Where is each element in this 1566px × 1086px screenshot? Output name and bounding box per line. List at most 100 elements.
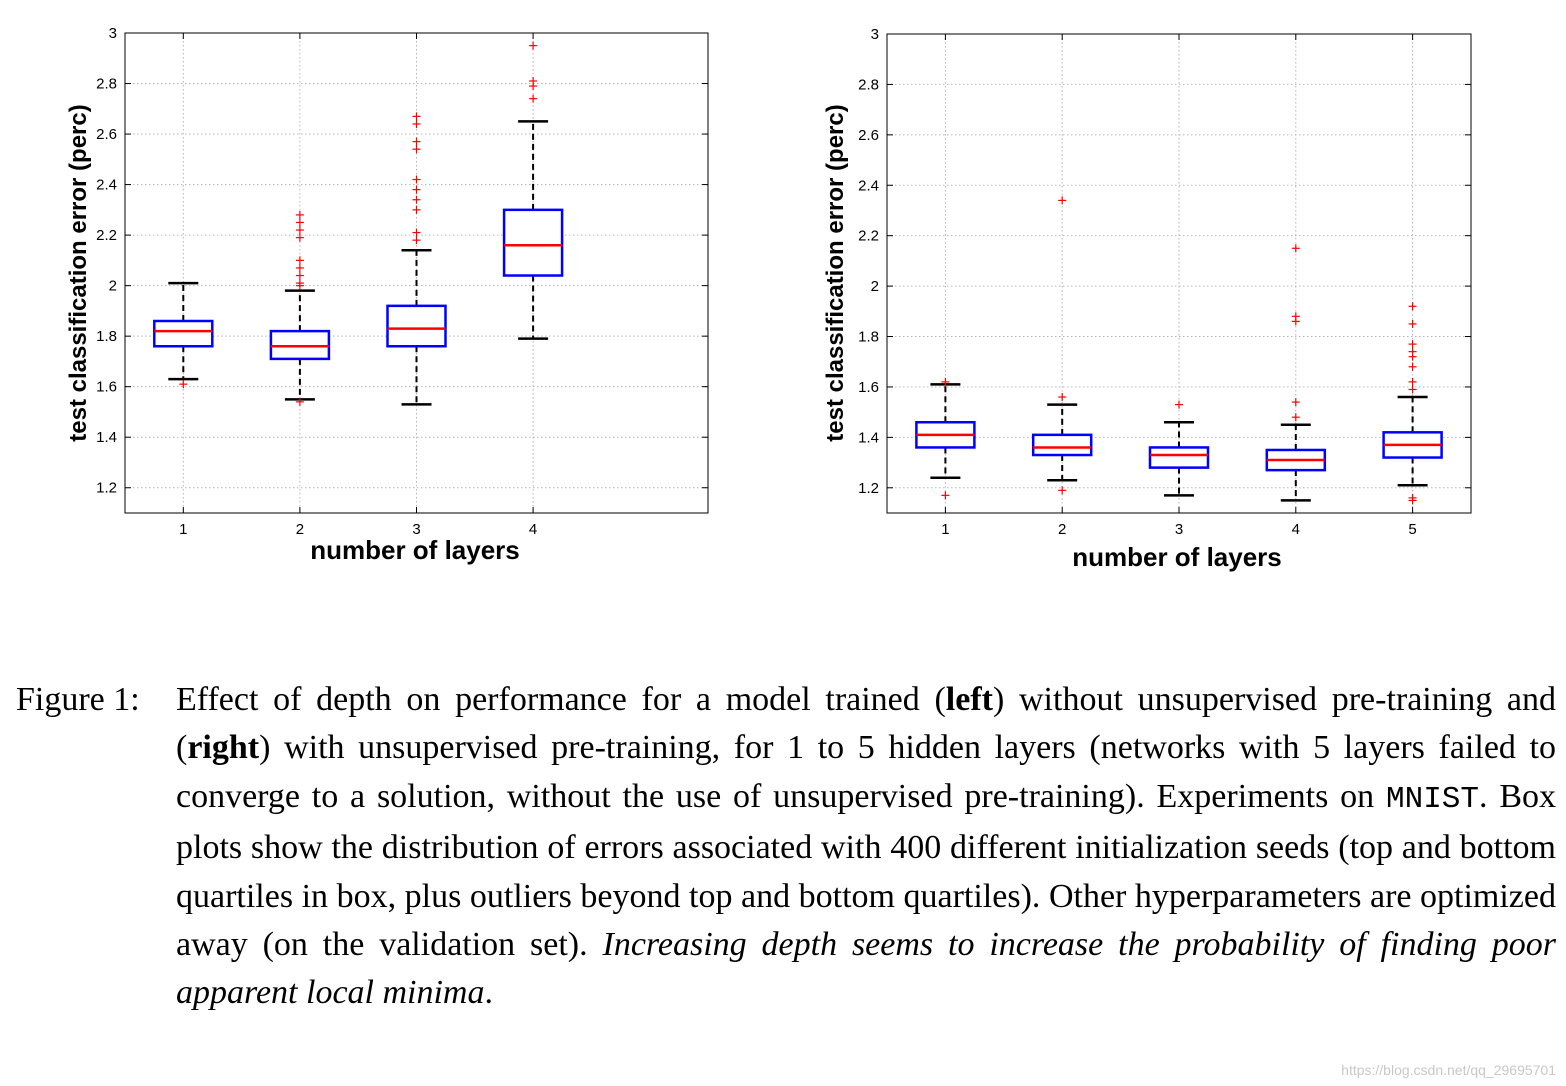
outlier-marker — [1291, 413, 1300, 422]
outlier-marker — [412, 205, 421, 214]
y-tick-label: 2.8 — [96, 76, 117, 93]
outlier-marker — [1408, 377, 1417, 386]
x-tick-label: 1 — [179, 521, 187, 538]
caption-label: Figure 1: — [16, 681, 140, 718]
outlier-marker — [412, 137, 421, 146]
box-iqr — [1148, 446, 1210, 469]
chart-panel-right: 1.2 1.4 1.6 1.8 2 2.2 2.4 2.6 2.8 3 1 2 3 4 5 number of… — [822, 26, 1472, 572]
outlier-marker — [1291, 398, 1300, 407]
outlier-marker — [1058, 393, 1067, 402]
y-tick-label: 2.6 — [858, 127, 879, 144]
y-tick-label: 2 — [871, 278, 879, 295]
y-axis-label: test classification error (perc) — [822, 104, 849, 441]
box-plot-1 — [915, 377, 976, 500]
outlier-marker — [412, 185, 421, 194]
y-tick-label: 2.2 — [96, 227, 117, 244]
chart-panel-left: 1.2 1.4 1.6 1.8 2 2.2 2.4 2.6 2.8 3 1 2 3 4 number of … — [65, 25, 709, 565]
outlier-marker — [295, 397, 304, 406]
x-tick-label: 2 — [1058, 521, 1066, 538]
y-tick-label: 2.4 — [96, 177, 117, 194]
y-tick-label: 2.2 — [858, 228, 879, 245]
box-plot-4 — [502, 41, 564, 340]
box-iqr — [386, 304, 447, 348]
y-tick-label: 1.2 — [858, 480, 879, 497]
figure-charts: 1.2 1.4 1.6 1.8 2 2.2 2.4 2.6 2.8 3 1 2 3 4 number of … — [65, 25, 1472, 572]
x-axis-label: number of layers — [1072, 542, 1282, 572]
y-tick-label: 1.6 — [96, 379, 117, 396]
outlier-marker — [529, 41, 538, 50]
caption-dataset-name: MNIST — [1385, 781, 1479, 817]
outlier-marker — [412, 175, 421, 184]
caption-text-1: Effect of depth on performance for a mod… — [176, 681, 946, 718]
y-tick-label: 2.8 — [858, 76, 879, 93]
outlier-marker — [1175, 400, 1183, 409]
y-axis-label: test classification error (perc) — [65, 104, 92, 441]
y-tick-label: 1.8 — [96, 328, 117, 345]
x-tick-label: 2 — [296, 521, 304, 538]
x-tick-label: 4 — [1292, 521, 1300, 538]
outlier-marker — [412, 195, 421, 204]
caption-text-2: ) without unsupervised pre-training and … — [176, 681, 1556, 767]
y-tick-label: 3 — [109, 25, 117, 42]
x-tick-label: 1 — [941, 521, 949, 538]
box-plot-3 — [386, 112, 447, 406]
outlier-marker — [412, 112, 421, 121]
outlier-marker — [295, 233, 304, 242]
outlier-marker — [529, 77, 538, 85]
caption-text-5: . — [484, 974, 494, 1012]
outlier-marker — [1408, 493, 1417, 502]
box-iqr — [1031, 433, 1093, 457]
outlier-marker — [1291, 312, 1300, 321]
outlier-marker — [412, 228, 421, 237]
outlier-marker — [1058, 196, 1067, 205]
figure-caption: Figure 1: Effect of depth on performance… — [16, 676, 1556, 1018]
outlier-marker — [295, 226, 304, 235]
outlier-marker — [295, 279, 304, 288]
outlier-marker — [1408, 347, 1417, 356]
box-plot-3 — [1148, 400, 1210, 497]
y-tick-label: 1.6 — [858, 379, 879, 396]
outlier-marker — [1408, 385, 1417, 394]
outlier-marker — [529, 94, 538, 103]
caption-bold-right: right — [187, 729, 260, 767]
x-tick-label: 3 — [412, 521, 420, 538]
outlier-marker — [1408, 362, 1417, 371]
x-tick-label: 4 — [529, 521, 537, 538]
y-tick-label: 2.6 — [96, 126, 117, 143]
watermark-url: https://blog.csdn.net/qq_29695701 — [1341, 1062, 1556, 1078]
outlier-marker — [295, 218, 304, 227]
y-tick-label: 1.2 — [96, 480, 117, 497]
box-plot-1 — [153, 281, 214, 389]
box-plot-2 — [269, 210, 331, 406]
outlier-marker — [295, 210, 304, 219]
outlier-marker — [412, 236, 421, 245]
outlier-marker — [1408, 319, 1417, 328]
caption-text-3: ) with unsupervised pre-training, for 1 … — [176, 729, 1556, 815]
outlier-marker — [1291, 244, 1300, 253]
caption-body: Effect of depth on performance for a mod… — [176, 676, 1556, 1018]
outlier-marker — [941, 491, 950, 500]
y-tick-label: 2 — [109, 278, 117, 295]
outlier-marker — [295, 256, 304, 265]
y-tick-label: 2.4 — [858, 177, 879, 194]
x-tick-label: 3 — [1175, 521, 1183, 538]
box-iqr — [502, 208, 564, 277]
outlier-marker — [412, 119, 421, 128]
outlier-marker — [179, 380, 188, 389]
box-plot-2 — [1031, 196, 1093, 495]
box-plot-5 — [1382, 302, 1443, 505]
outlier-marker — [1408, 302, 1417, 311]
outlier-marker — [295, 271, 304, 280]
outlier-marker — [412, 145, 421, 154]
caption-italic-conclusion: Increasing depth seems to increase the p… — [176, 926, 1557, 1012]
box-iqr — [153, 319, 214, 348]
outlier-marker — [1058, 486, 1067, 495]
caption-text-4: . Box plots show the distribution of err… — [176, 777, 1556, 964]
caption-bold-left: left — [945, 681, 993, 718]
outlier-marker — [941, 377, 950, 386]
y-tick-label: 1.4 — [96, 429, 117, 446]
x-tick-label: 5 — [1408, 521, 1416, 538]
y-tick-label: 1.8 — [858, 329, 879, 346]
outlier-marker — [1408, 340, 1417, 349]
y-tick-label: 1.4 — [858, 429, 879, 446]
